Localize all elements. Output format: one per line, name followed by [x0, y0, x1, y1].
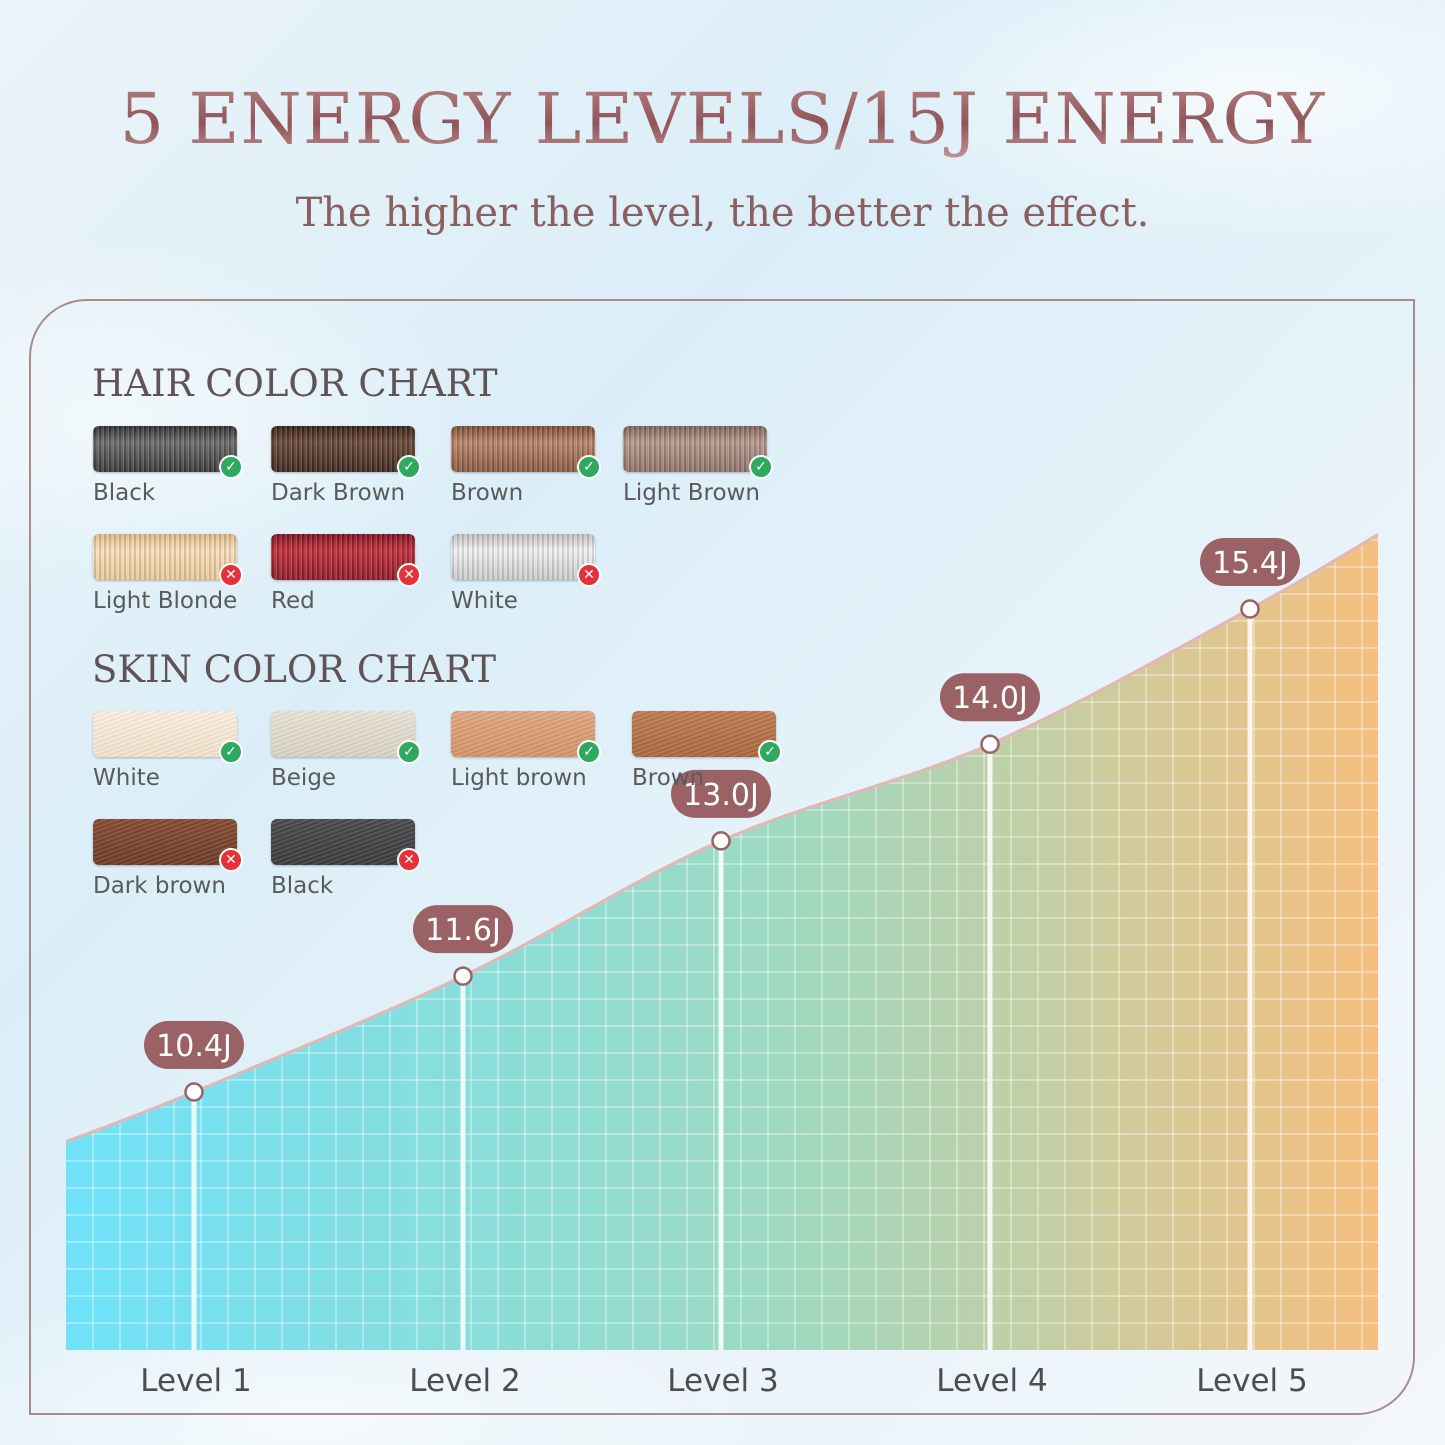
content-frame [29, 299, 1415, 1415]
value-label: 13.0J [683, 778, 759, 813]
hair_chart-swatch-label: Light Brown [623, 480, 760, 506]
skin_chart-swatch [271, 819, 415, 865]
data-point [184, 1082, 204, 1102]
hair_chart-swatch [623, 426, 767, 472]
hair_chart-swatch-label: Black [93, 480, 156, 506]
check-icon: ✓ [397, 455, 421, 479]
cross-icon: ✕ [219, 848, 243, 872]
hair_chart-swatch [271, 534, 415, 580]
level-label: Level 4 [936, 1363, 1047, 1399]
skin_chart-swatch-label: White [93, 765, 160, 791]
check-icon: ✓ [749, 455, 773, 479]
page-subtitle: The higher the level, the better the eff… [295, 190, 1150, 236]
value-pill [671, 769, 771, 818]
skin_chart-swatch-label: Beige [271, 765, 337, 791]
chart-marks: 10.4J Level 1 11.6J Level 2 13.0J Level 3 14.0… [140, 538, 1308, 1399]
cross-icon: ✕ [219, 563, 243, 587]
skin-chart-title: SKIN COLOR CHART [92, 648, 497, 691]
value-label: 10.4J [156, 1029, 232, 1064]
data-point [980, 734, 1000, 754]
check-icon: ✓ [577, 740, 601, 764]
check-icon: ✓ [219, 740, 243, 764]
skin_chart-swatch-label: Brown [632, 765, 705, 791]
data-point [1240, 599, 1260, 619]
value-pill [1200, 538, 1300, 586]
skin_chart-swatch [632, 711, 776, 757]
skin_chart-swatch [93, 819, 237, 865]
level-label: Level 5 [1196, 1363, 1307, 1399]
skin_chart-swatch [93, 711, 237, 757]
check-icon: ✓ [758, 740, 782, 764]
hair_chart-swatch-label: Dark Brown [271, 480, 406, 506]
cross-icon: ✕ [577, 563, 601, 587]
page-title: 5 ENERGY LEVELS/15J ENERGY [0, 78, 1445, 160]
hair_chart-swatch [93, 426, 237, 472]
hair_chart-swatch [451, 534, 595, 580]
hair_chart-swatch [93, 534, 237, 580]
value-pill [413, 905, 513, 954]
skin_chart-swatch [271, 711, 415, 757]
hair_chart-swatch-label: White [451, 588, 518, 614]
hair-chart-title: HAIR COLOR CHART [92, 362, 498, 405]
skin_chart-swatch-label: Dark brown [93, 873, 226, 899]
data-point [711, 831, 731, 851]
value-pill [940, 673, 1040, 722]
skin_chart-swatch [451, 711, 595, 757]
value-label: 14.0J [952, 681, 1028, 716]
level-label: Level 2 [409, 1363, 520, 1399]
check-icon: ✓ [219, 455, 243, 479]
skin_chart-swatch-label: Black [271, 873, 334, 899]
value-pill [144, 1021, 244, 1069]
value-label: 11.6J [425, 913, 501, 948]
hair_chart-swatch-label: Brown [451, 480, 524, 506]
hair_chart-swatch-label: Red [271, 588, 315, 614]
cross-icon: ✕ [397, 563, 421, 587]
data-point [453, 966, 473, 986]
check-icon: ✓ [577, 455, 601, 479]
level-label: Level 1 [140, 1363, 251, 1399]
hair_chart-swatch-label: Light Blonde [93, 588, 238, 614]
value-label: 15.4J [1212, 546, 1288, 581]
level-label: Level 3 [667, 1363, 778, 1399]
check-icon: ✓ [397, 740, 421, 764]
hair_chart-swatch [451, 426, 595, 472]
skin_chart-swatch-label: Light brown [451, 765, 587, 791]
cross-icon: ✕ [397, 848, 421, 872]
hair_chart-swatch [271, 426, 415, 472]
